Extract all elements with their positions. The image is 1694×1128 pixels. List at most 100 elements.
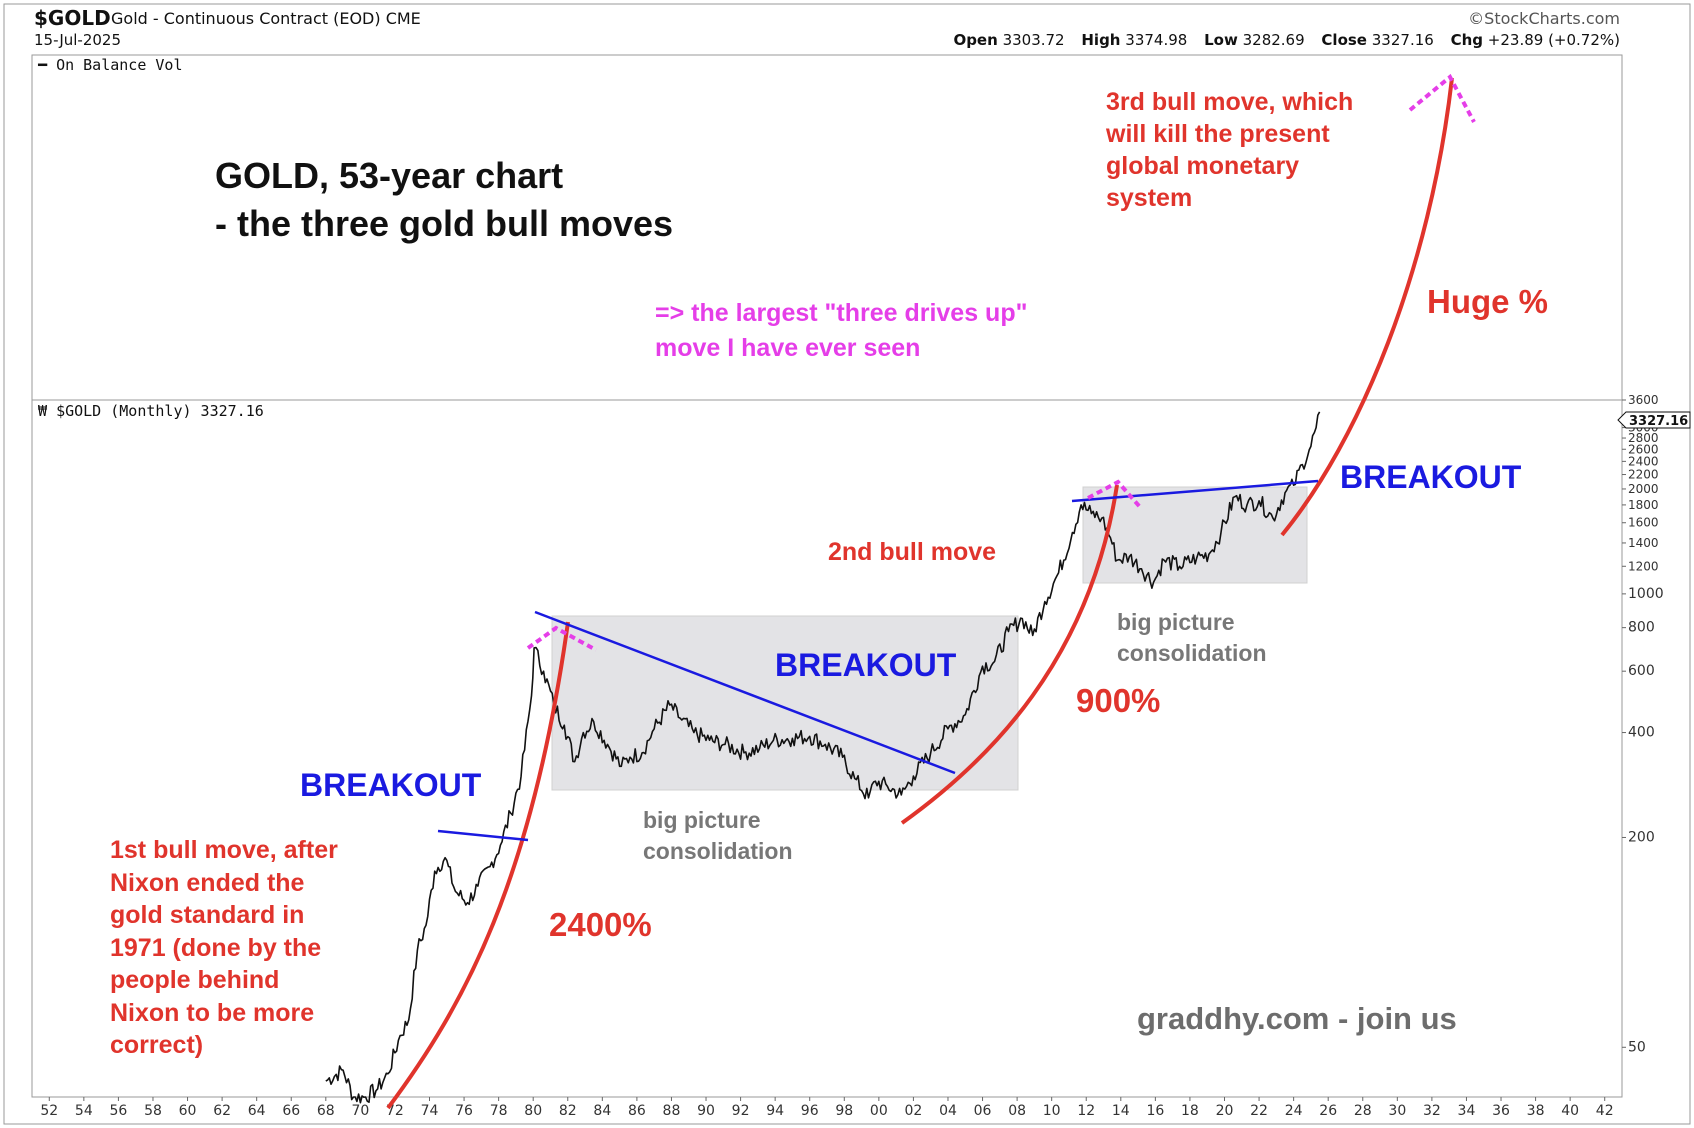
bull-arc-2: [900, 484, 1119, 825]
x-tick-label: 92: [732, 1103, 750, 1119]
x-tick-label: 04: [939, 1103, 957, 1119]
x-tick-label: 08: [1008, 1103, 1026, 1119]
three-drives-note: => the largest "three drives up" move I …: [655, 299, 1028, 362]
x-tick-label: 40: [1561, 1103, 1579, 1119]
chart-date: 15-Jul-2025: [34, 31, 122, 49]
high-label: High: [1081, 31, 1121, 49]
x-tick-label: 32: [1423, 1103, 1441, 1119]
y-tick-label: 50: [1628, 1039, 1646, 1055]
consolidation-box-2: [1082, 486, 1308, 584]
top-marker-3: [1408, 73, 1476, 123]
description: Gold - Continuous Contract (EOD) CME: [111, 9, 421, 28]
y-tick-label: 200: [1628, 829, 1655, 845]
consolidation-label-2: big picture consolidation: [1117, 609, 1267, 666]
x-axis: 52 54 56 58 60 62 64 66 68 70 72 74 76 78 80 82 84 86 88 90…: [40, 1097, 1614, 1119]
exchange: CME: [385, 9, 421, 28]
high-value: 3374.98: [1125, 31, 1188, 49]
x-tick-label: 76: [455, 1103, 473, 1119]
obv-legend: ━ On Balance Vol: [38, 56, 183, 74]
y-tick-label: 1800: [1628, 498, 1659, 512]
x-tick-label: 88: [663, 1103, 681, 1119]
y-tick-label: 1000: [1628, 586, 1664, 602]
x-tick-label: 68: [317, 1103, 335, 1119]
x-tick-label: 60: [179, 1103, 197, 1119]
breakout-label-1: BREAKOUT: [300, 767, 482, 803]
x-tick-label: 86: [628, 1103, 646, 1119]
x-tick-label: 16: [1146, 1103, 1164, 1119]
x-tick-label: 28: [1354, 1103, 1372, 1119]
x-tick-label: 10: [1043, 1103, 1061, 1119]
pct-2400-label: 2400%: [549, 906, 652, 943]
low-value: 3282.69: [1242, 31, 1305, 49]
x-tick-label: 96: [801, 1103, 819, 1119]
y-tick-label: 2600: [1628, 442, 1659, 456]
huge-pct-label: Huge %: [1427, 283, 1549, 320]
y-tick-label: 800: [1628, 620, 1655, 636]
x-tick-label: 06: [974, 1103, 992, 1119]
pct-900-label: 900%: [1076, 682, 1161, 719]
x-tick-label: 84: [593, 1103, 611, 1119]
x-tick-label: 82: [559, 1103, 577, 1119]
watermark: graddhy.com - join us: [1137, 1001, 1457, 1036]
y-tick-label: 2400: [1628, 454, 1659, 468]
y-tick-label: 2800: [1628, 431, 1659, 445]
top-marker-1: [526, 625, 597, 652]
description-text: Gold - Continuous Contract (EOD): [111, 9, 381, 28]
x-tick-label: 42: [1596, 1103, 1614, 1119]
x-tick-label: 34: [1458, 1103, 1476, 1119]
x-tick-label: 54: [75, 1103, 93, 1119]
x-tick-label: 30: [1388, 1103, 1406, 1119]
x-tick-label: 94: [766, 1103, 784, 1119]
low-label: Low: [1204, 31, 1238, 49]
symbol: $GOLD: [34, 6, 111, 30]
x-tick-label: 90: [697, 1103, 715, 1119]
x-tick-label: 98: [835, 1103, 853, 1119]
x-tick-label: 38: [1527, 1103, 1545, 1119]
open-value: 3303.72: [1002, 31, 1065, 49]
y-tick-label: 1600: [1628, 516, 1659, 530]
last-price-tag: 3327.16: [1629, 414, 1688, 429]
second-move-note: 2nd bull move: [828, 538, 997, 566]
x-tick-label: 02: [904, 1103, 922, 1119]
x-tick-label: 18: [1181, 1103, 1199, 1119]
price-legend: ₩ $GOLD (Monthly) 3327.16: [38, 402, 264, 420]
obv-label: On Balance Vol: [56, 56, 183, 74]
bull-arc-1: [386, 621, 570, 1110]
top-marker-2: [1087, 479, 1142, 509]
x-tick-label: 66: [282, 1103, 300, 1119]
y-axis: 50 200 400 600 800 1000 1200 1400 1600 1800 200022…: [1622, 393, 1664, 1055]
third-move-note: 3rd bull move, which will kill the prese…: [1106, 88, 1354, 212]
y-tick-label: 2000: [1628, 482, 1659, 496]
x-tick-label: 58: [144, 1103, 162, 1119]
price-series-line: [325, 411, 1321, 1104]
y-tick-label: 1200: [1628, 559, 1659, 573]
first-move-note: 1st bull move, after Nixon ended the gol…: [110, 836, 338, 1059]
y-tick-label: 600: [1628, 663, 1655, 679]
x-tick-label: 00: [870, 1103, 888, 1119]
close-label: Close: [1321, 31, 1367, 49]
close-value: 3327.16: [1371, 31, 1434, 49]
ohlc-bar: Open 3303.72 High 3374.98 Low 3282.69 Cl…: [953, 31, 1620, 49]
x-tick-label: 26: [1319, 1103, 1337, 1119]
last-price-tag-shape: [1617, 411, 1691, 429]
trendline-breakout-2: [534, 610, 956, 775]
y-tick-label: 2200: [1628, 468, 1659, 482]
x-tick-label: 22: [1250, 1103, 1268, 1119]
x-tick-label: 78: [490, 1103, 508, 1119]
breakout-label-2: BREAKOUT: [775, 647, 957, 683]
trendline-breakout-1: [437, 829, 529, 842]
bull-arc-3: [1280, 77, 1454, 537]
y-tick-label: 1400: [1628, 536, 1659, 550]
x-tick-label: 24: [1285, 1103, 1303, 1119]
breakout-label-3: BREAKOUT: [1340, 459, 1522, 495]
price-panel-label: $GOLD (Monthly) 3327.16: [56, 402, 264, 420]
title-line-1: GOLD, 53-year chart: [215, 155, 564, 196]
trendline-breakout-3: [1071, 479, 1319, 503]
x-tick-label: 12: [1077, 1103, 1095, 1119]
x-tick-label: 62: [213, 1103, 231, 1119]
x-tick-label: 64: [248, 1103, 266, 1119]
x-tick-label: 20: [1216, 1103, 1234, 1119]
x-tick-label: 14: [1112, 1103, 1130, 1119]
x-tick-label: 70: [351, 1103, 369, 1119]
